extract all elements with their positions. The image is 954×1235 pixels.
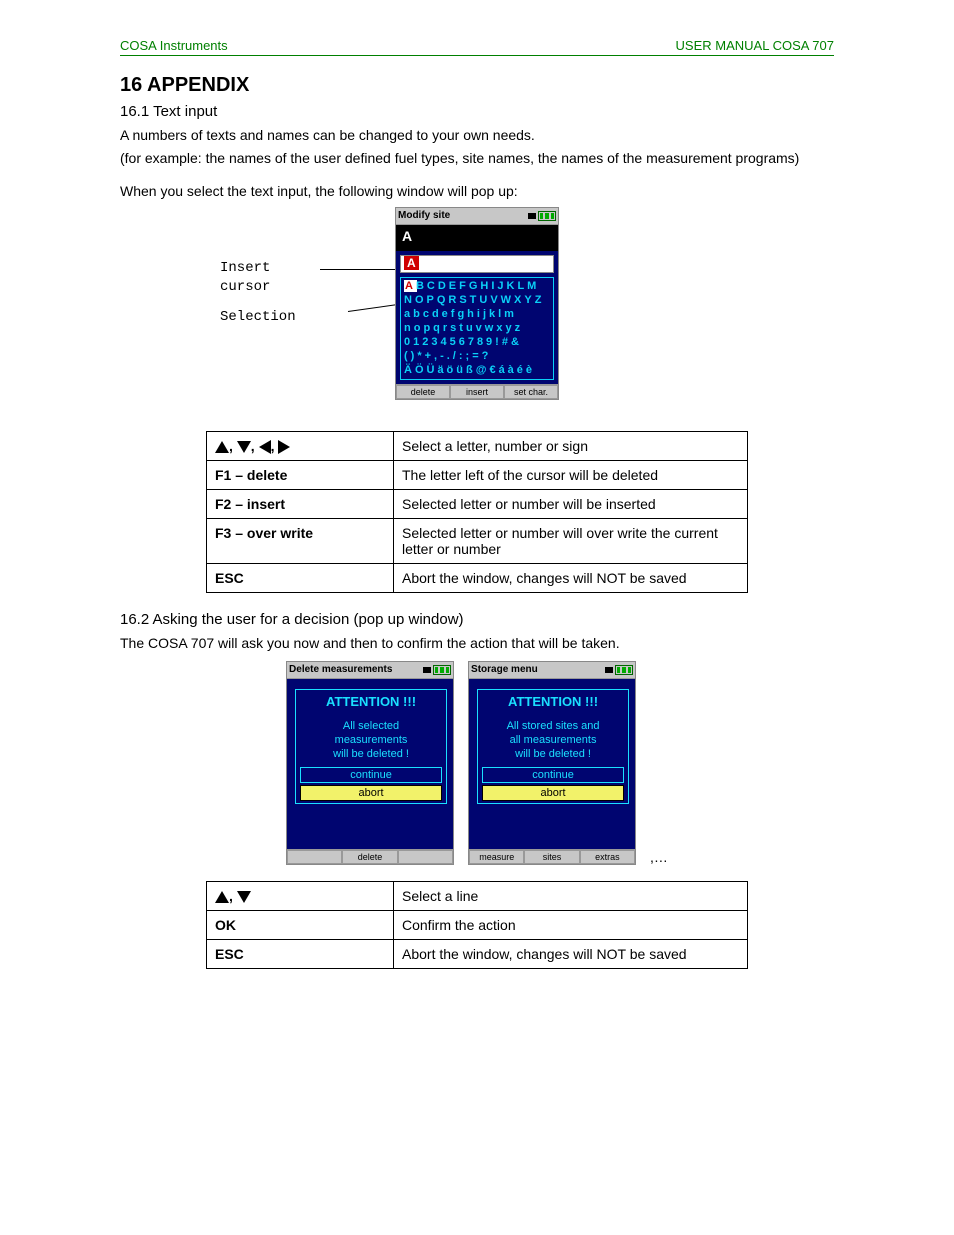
- popup-figure-row: Delete measurements ATTENTION !!! All se…: [120, 661, 834, 865]
- table-row: ESCAbort the window, changes will NOT be…: [207, 563, 748, 592]
- softkey-1[interactable]: sites: [524, 850, 579, 864]
- popup-title: Delete measurements: [289, 664, 392, 675]
- attention-label: ATTENTION !!!: [300, 694, 442, 709]
- grid-row-0-rest: BCDEFGHIJKLM: [416, 280, 539, 292]
- section-title: 16 APPENDIX: [120, 74, 834, 97]
- popup-line: will be deleted !: [300, 747, 442, 761]
- arrow-right-icon: [278, 440, 290, 454]
- battery-icon: [433, 665, 451, 675]
- battery-icon: [538, 211, 556, 221]
- key-name: F3 – over write: [207, 518, 394, 563]
- insert-cursor: A: [404, 256, 419, 270]
- table-row: ESCAbort the window, changes will NOT be…: [207, 939, 748, 968]
- para-16-1-2: (for example: the names of the user defi…: [120, 149, 834, 168]
- device-title: Modify site: [398, 210, 450, 221]
- grid-row-2: abcdefghijklm: [404, 307, 550, 321]
- key-name: F2 – insert: [207, 489, 394, 518]
- grid-row-4: 0123456789!#&: [404, 335, 550, 349]
- popup-title: Storage menu: [471, 664, 538, 675]
- text-input-figure: Insert cursor Selection Modify site A A: [120, 207, 834, 417]
- softkey-0[interactable]: [287, 850, 342, 864]
- softkey-setchar[interactable]: set char.: [504, 385, 558, 399]
- popup-storage-menu: Storage menu ATTENTION !!! All stored si…: [468, 661, 636, 865]
- softkey-0[interactable]: measure: [469, 850, 524, 864]
- character-grid[interactable]: ABCDEFGHIJKLM NOPQRSTUVWXYZ abcdefghijkl…: [400, 277, 554, 380]
- key-arrows-2: ,: [207, 881, 394, 910]
- text-input-device: Modify site A A ABCDEFGHIJKLM NOPQRSTUVW…: [395, 207, 559, 400]
- key-table-1: , , , Select a letter, number or sign F1…: [206, 431, 748, 593]
- label-cursor: cursor: [220, 278, 296, 298]
- key-name: F1 – delete: [207, 460, 394, 489]
- table-row: F2 – insertSelected letter or number wil…: [207, 489, 748, 518]
- arrow-up-icon: [215, 891, 229, 903]
- softkey-2[interactable]: [398, 850, 453, 864]
- table-row: F3 – over writeSelected letter or number…: [207, 518, 748, 563]
- header-right: USER MANUAL COSA 707: [676, 38, 834, 53]
- label-selection: Selection: [220, 308, 296, 328]
- table-row: , , , Select a letter, number or sign: [207, 431, 748, 460]
- key-name: ESC: [207, 939, 394, 968]
- current-text-bar: A: [396, 225, 558, 251]
- grid-row-1: NOPQRSTUVWXYZ: [404, 293, 550, 307]
- softkey-2[interactable]: extras: [580, 850, 635, 864]
- header-left: COSA Instruments: [120, 38, 228, 53]
- arrow-down-icon: [237, 891, 251, 903]
- softkey-1[interactable]: delete: [342, 850, 397, 864]
- popup-line: all measurements: [482, 733, 624, 747]
- edit-line[interactable]: A: [400, 255, 554, 273]
- plug-icon: [423, 667, 431, 673]
- plug-icon: [605, 667, 613, 673]
- table-row: OKConfirm the action: [207, 910, 748, 939]
- key-desc: Selected letter or number will be insert…: [394, 489, 748, 518]
- key-desc: Confirm the action: [394, 910, 748, 939]
- subsection-16-1: 16.1 Text input: [120, 103, 834, 120]
- key-desc: Select a line: [394, 881, 748, 910]
- continue-button[interactable]: continue: [300, 767, 442, 783]
- subsection-16-2: 16.2 Asking the user for a decision (pop…: [120, 611, 834, 628]
- arrow-down-icon: [237, 441, 251, 453]
- softkey-insert[interactable]: insert: [450, 385, 504, 399]
- key-name: ESC: [207, 563, 394, 592]
- key-desc: Abort the window, changes will NOT be sa…: [394, 939, 748, 968]
- grid-row-5: ()*+,-./:;=?: [404, 349, 550, 363]
- key-desc: Abort the window, changes will NOT be sa…: [394, 563, 748, 592]
- abort-button[interactable]: abort: [300, 785, 442, 801]
- para-16-2-1: The COSA 707 will ask you now and then t…: [120, 634, 834, 653]
- key-table-2: , Select a line OKConfirm the action ESC…: [206, 881, 748, 969]
- abort-button[interactable]: abort: [482, 785, 624, 801]
- label-insert: Insert: [220, 259, 296, 279]
- softkey-delete[interactable]: delete: [396, 385, 450, 399]
- para-16-1-3: When you select the text input, the foll…: [120, 182, 834, 201]
- popup-line: will be deleted !: [482, 747, 624, 761]
- trailing-punct: ,…: [650, 849, 668, 865]
- grid-row-3: nopqrstuvwxyz: [404, 321, 550, 335]
- attention-label: ATTENTION !!!: [482, 694, 624, 709]
- popup-line: All stored sites and: [482, 719, 624, 733]
- table-row: F1 – deleteThe letter left of the cursor…: [207, 460, 748, 489]
- popup-line: All selected: [300, 719, 442, 733]
- device-titlebar: Modify site: [396, 208, 558, 225]
- key-arrows-4: , , ,: [207, 431, 394, 460]
- plug-icon: [528, 213, 536, 219]
- key-desc: Select a letter, number or sign: [394, 431, 748, 460]
- arrow-up-icon: [215, 441, 229, 453]
- popup-delete-measurements: Delete measurements ATTENTION !!! All se…: [286, 661, 454, 865]
- device-softkeys: delete insert set char.: [396, 384, 558, 399]
- key-name: OK: [207, 910, 394, 939]
- arrow-left-icon: [259, 440, 271, 454]
- popup-line: measurements: [300, 733, 442, 747]
- battery-icon: [615, 665, 633, 675]
- key-desc: The letter left of the cursor will be de…: [394, 460, 748, 489]
- key-desc: Selected letter or number will over writ…: [394, 518, 748, 563]
- para-16-1-1: A numbers of texts and names can be chan…: [120, 126, 834, 145]
- continue-button[interactable]: continue: [482, 767, 624, 783]
- grid-row-6: ÄÖÜäöüß@€áàéè: [404, 363, 550, 377]
- table-row: , Select a line: [207, 881, 748, 910]
